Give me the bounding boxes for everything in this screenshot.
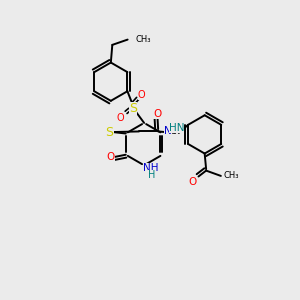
Text: N: N (164, 126, 172, 136)
Text: S: S (129, 102, 137, 115)
Text: CH₃: CH₃ (224, 171, 239, 180)
Text: HN: HN (169, 123, 184, 133)
Text: H: H (148, 170, 156, 180)
Text: O: O (153, 109, 162, 119)
Text: O: O (188, 177, 197, 187)
Text: CH₃: CH₃ (136, 35, 152, 44)
Text: NH: NH (143, 163, 158, 173)
Text: O: O (106, 152, 115, 162)
Text: O: O (117, 113, 124, 123)
Text: S: S (106, 125, 114, 139)
Text: O: O (138, 90, 146, 100)
